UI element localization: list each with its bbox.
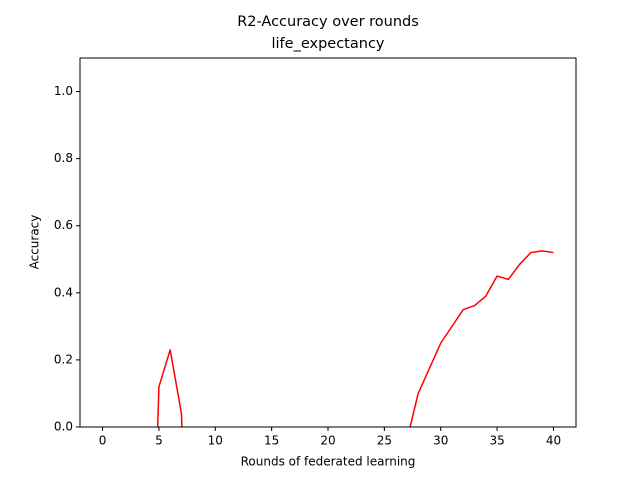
x-tick-label: 25 (377, 434, 392, 448)
x-tick-label: 35 (489, 434, 504, 448)
y-tick-label: 0.4 (54, 285, 73, 299)
x-tick-label: 5 (155, 434, 163, 448)
y-tick-label: 0.8 (54, 151, 73, 165)
chart-subtitle: life_expectancy (272, 36, 385, 52)
y-tick-label: 0.6 (54, 218, 73, 232)
y-tick-label: 0.0 (54, 420, 73, 434)
plot-area (156, 250, 554, 427)
x-tick-label: 20 (320, 434, 335, 448)
data-line (156, 250, 554, 427)
chart-title: R2-Accuracy over rounds (237, 14, 419, 30)
x-tick-label: 0 (99, 434, 107, 448)
y-axis-label: Accuracy (28, 215, 42, 270)
x-tick-label: 40 (546, 434, 561, 448)
y-tick-label: 1.0 (54, 84, 73, 98)
x-tick-label: 15 (264, 434, 279, 448)
x-tick-label: 30 (433, 434, 448, 448)
y-tick-label: 0.2 (54, 352, 73, 366)
x-axis-label: Rounds of federated learning (241, 455, 416, 469)
x-tick-label: 10 (208, 434, 223, 448)
